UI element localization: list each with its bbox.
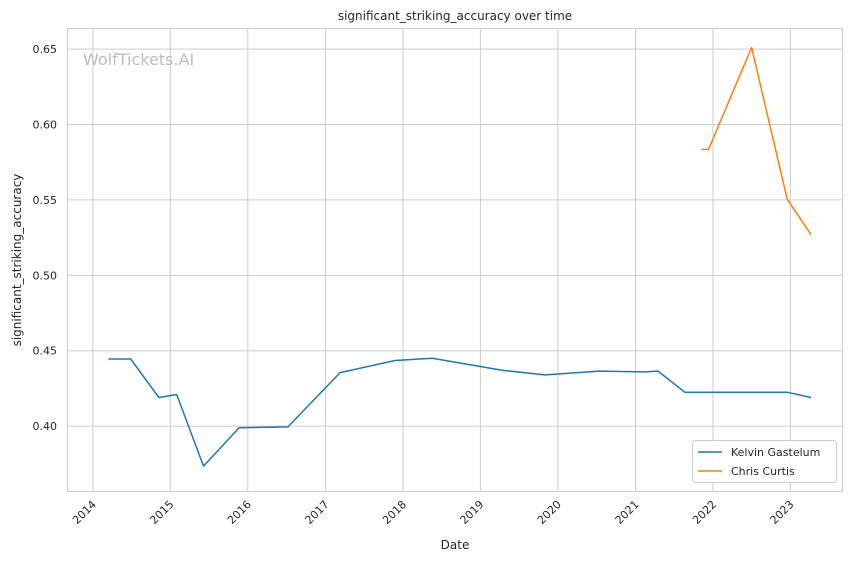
y-axis-label: significant_striking_accuracy: [10, 174, 24, 347]
y-tick-label: 0.65: [33, 43, 58, 56]
y-tick-label: 0.55: [33, 194, 58, 207]
x-axis-label: Date: [441, 538, 470, 552]
y-axis-ticks: 0.40 0.45 0.50 0.55 0.60 0.65: [33, 43, 58, 433]
grid: [67, 28, 842, 491]
series-lines: [108, 46, 812, 467]
series-line-chris-curtis: [701, 46, 812, 236]
y-tick-label: 0.50: [33, 269, 58, 282]
y-tick-label: 0.60: [33, 119, 58, 132]
legend-box: [692, 440, 837, 483]
chart-title: significant_striking_accuracy over time: [338, 9, 572, 23]
legend-label-kelvin-gastelum: Kelvin Gastelum: [731, 446, 820, 459]
plot-frame: [67, 28, 843, 492]
series-line-kelvin-gastelum: [108, 357, 812, 467]
legend: Kelvin Gastelum Chris Curtis: [692, 440, 837, 483]
x-axis-ticks: 2014 2015 2016 2017 2018 2019 2020 2021 2022 2023: [70, 498, 797, 527]
legend-label-chris-curtis: Chris Curtis: [731, 465, 795, 478]
watermark-text: WolfTickets.AI: [83, 50, 194, 69]
y-tick-label: 0.45: [33, 345, 58, 358]
y-tick-label: 0.40: [33, 420, 58, 433]
